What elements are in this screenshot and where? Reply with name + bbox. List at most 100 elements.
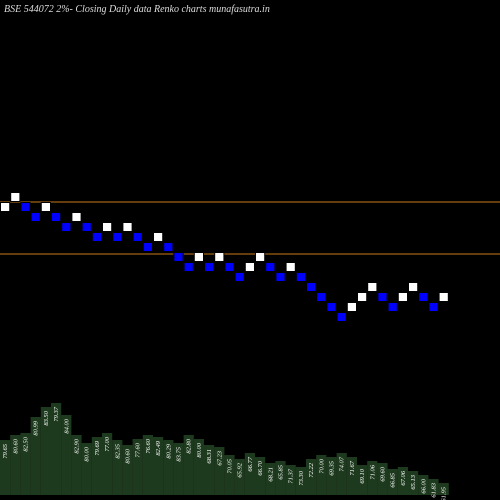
volume-bar bbox=[20, 433, 31, 495]
down-brick bbox=[30, 212, 41, 222]
volume-bar bbox=[112, 440, 123, 495]
volume-bar bbox=[275, 461, 286, 495]
volume-label: 68.21 bbox=[267, 467, 274, 482]
up-brick bbox=[346, 302, 357, 312]
down-brick bbox=[142, 242, 154, 252]
volume-bar bbox=[285, 465, 296, 495]
volume-bar bbox=[163, 440, 174, 495]
volume-label: 80.29 bbox=[165, 443, 172, 458]
volume-bar bbox=[122, 445, 133, 495]
volume-label: 66.00 bbox=[420, 478, 427, 493]
up-brick bbox=[397, 292, 408, 302]
volume-bar bbox=[81, 443, 92, 495]
volume-bar bbox=[183, 435, 194, 495]
down-brick bbox=[112, 232, 123, 242]
volume-label: 82.80 bbox=[186, 438, 193, 453]
volume-bar bbox=[0, 440, 11, 495]
volume-label: 79.65 bbox=[2, 443, 9, 458]
volume-bar bbox=[132, 439, 143, 495]
down-brick bbox=[81, 222, 92, 232]
volume-label: 68.31 bbox=[206, 449, 213, 464]
volume-label: 80.00 bbox=[196, 442, 203, 457]
up-brick bbox=[122, 222, 133, 232]
volume-bar bbox=[142, 435, 153, 495]
down-brick bbox=[275, 272, 286, 282]
volume-label: 70.05 bbox=[227, 458, 234, 473]
volume-bar bbox=[367, 461, 378, 495]
up-brick bbox=[408, 282, 419, 292]
volume-bar bbox=[10, 435, 21, 495]
volume-bar bbox=[102, 433, 113, 495]
volume-label: 79.37 bbox=[53, 406, 60, 421]
volume-bar bbox=[408, 471, 419, 495]
volume-label: 74.07 bbox=[339, 456, 346, 471]
volume-bar bbox=[357, 465, 368, 495]
volume-label: 66.70 bbox=[257, 460, 264, 475]
volume-label: 67.06 bbox=[400, 470, 407, 485]
volume-label: 82.50 bbox=[23, 436, 30, 451]
volume-bar bbox=[306, 459, 317, 495]
volume-bar bbox=[224, 455, 235, 495]
up-brick bbox=[10, 192, 21, 202]
volume-bar bbox=[244, 453, 255, 495]
volume-bar bbox=[153, 437, 164, 495]
volume-bar bbox=[91, 437, 102, 495]
volume-label: 71.67 bbox=[349, 460, 356, 475]
volume-bar bbox=[204, 445, 215, 495]
volume-bar bbox=[387, 469, 398, 495]
down-brick bbox=[163, 242, 174, 252]
volume-label: 61.95 bbox=[441, 486, 448, 500]
up-brick bbox=[438, 292, 449, 302]
down-brick bbox=[428, 302, 439, 312]
volume-label: 82.35 bbox=[114, 443, 121, 458]
down-brick bbox=[183, 262, 194, 272]
up-brick bbox=[193, 252, 205, 262]
down-brick bbox=[418, 292, 429, 302]
volume-label: 84.00 bbox=[63, 418, 70, 433]
volume-bar bbox=[51, 403, 62, 495]
volume-bar bbox=[265, 463, 276, 495]
volume-bar bbox=[71, 435, 82, 495]
up-brick bbox=[357, 292, 368, 302]
chart-title: BSE 544072 2%- Closing Daily data Renko … bbox=[4, 4, 270, 15]
volume-label: 65.13 bbox=[410, 474, 417, 489]
volume-bar bbox=[214, 447, 225, 495]
volume-label: 65.85 bbox=[278, 464, 285, 479]
down-brick bbox=[295, 272, 306, 282]
down-brick bbox=[265, 262, 276, 272]
volume-label: 82.49 bbox=[155, 440, 162, 455]
volume-label: 76.60 bbox=[145, 438, 152, 453]
volume-bar bbox=[255, 457, 266, 495]
up-brick bbox=[71, 212, 82, 222]
volume-label: 69.60 bbox=[380, 466, 387, 481]
volume-label: 66.85 bbox=[390, 472, 397, 487]
volume-bar bbox=[193, 439, 204, 495]
volume-label: 83.50 bbox=[43, 410, 50, 425]
down-brick bbox=[336, 312, 347, 322]
volume-label: 73.30 bbox=[298, 470, 305, 485]
volume-label: 82.90 bbox=[74, 438, 81, 453]
down-brick bbox=[326, 302, 337, 312]
up-brick bbox=[40, 202, 51, 212]
down-brick bbox=[51, 212, 62, 222]
down-brick bbox=[306, 282, 317, 292]
volume-bar bbox=[173, 443, 184, 495]
volume-bar bbox=[316, 455, 327, 495]
volume-label: 71.06 bbox=[369, 464, 376, 479]
up-brick bbox=[102, 222, 113, 232]
down-brick bbox=[316, 292, 327, 302]
volume-label: 79.69 bbox=[94, 440, 101, 455]
down-brick bbox=[204, 262, 215, 272]
volume-bar bbox=[30, 417, 41, 495]
volume-bar bbox=[428, 479, 439, 495]
up-brick bbox=[244, 262, 256, 272]
volume-label: 66.77 bbox=[247, 456, 254, 471]
volume-label: 77.00 bbox=[104, 436, 111, 451]
volume-label: 71.37 bbox=[288, 468, 295, 483]
volume-label: 69.35 bbox=[329, 460, 336, 475]
volume-bar bbox=[418, 475, 429, 495]
volume-bar bbox=[234, 459, 245, 495]
volume-bar bbox=[336, 453, 347, 495]
